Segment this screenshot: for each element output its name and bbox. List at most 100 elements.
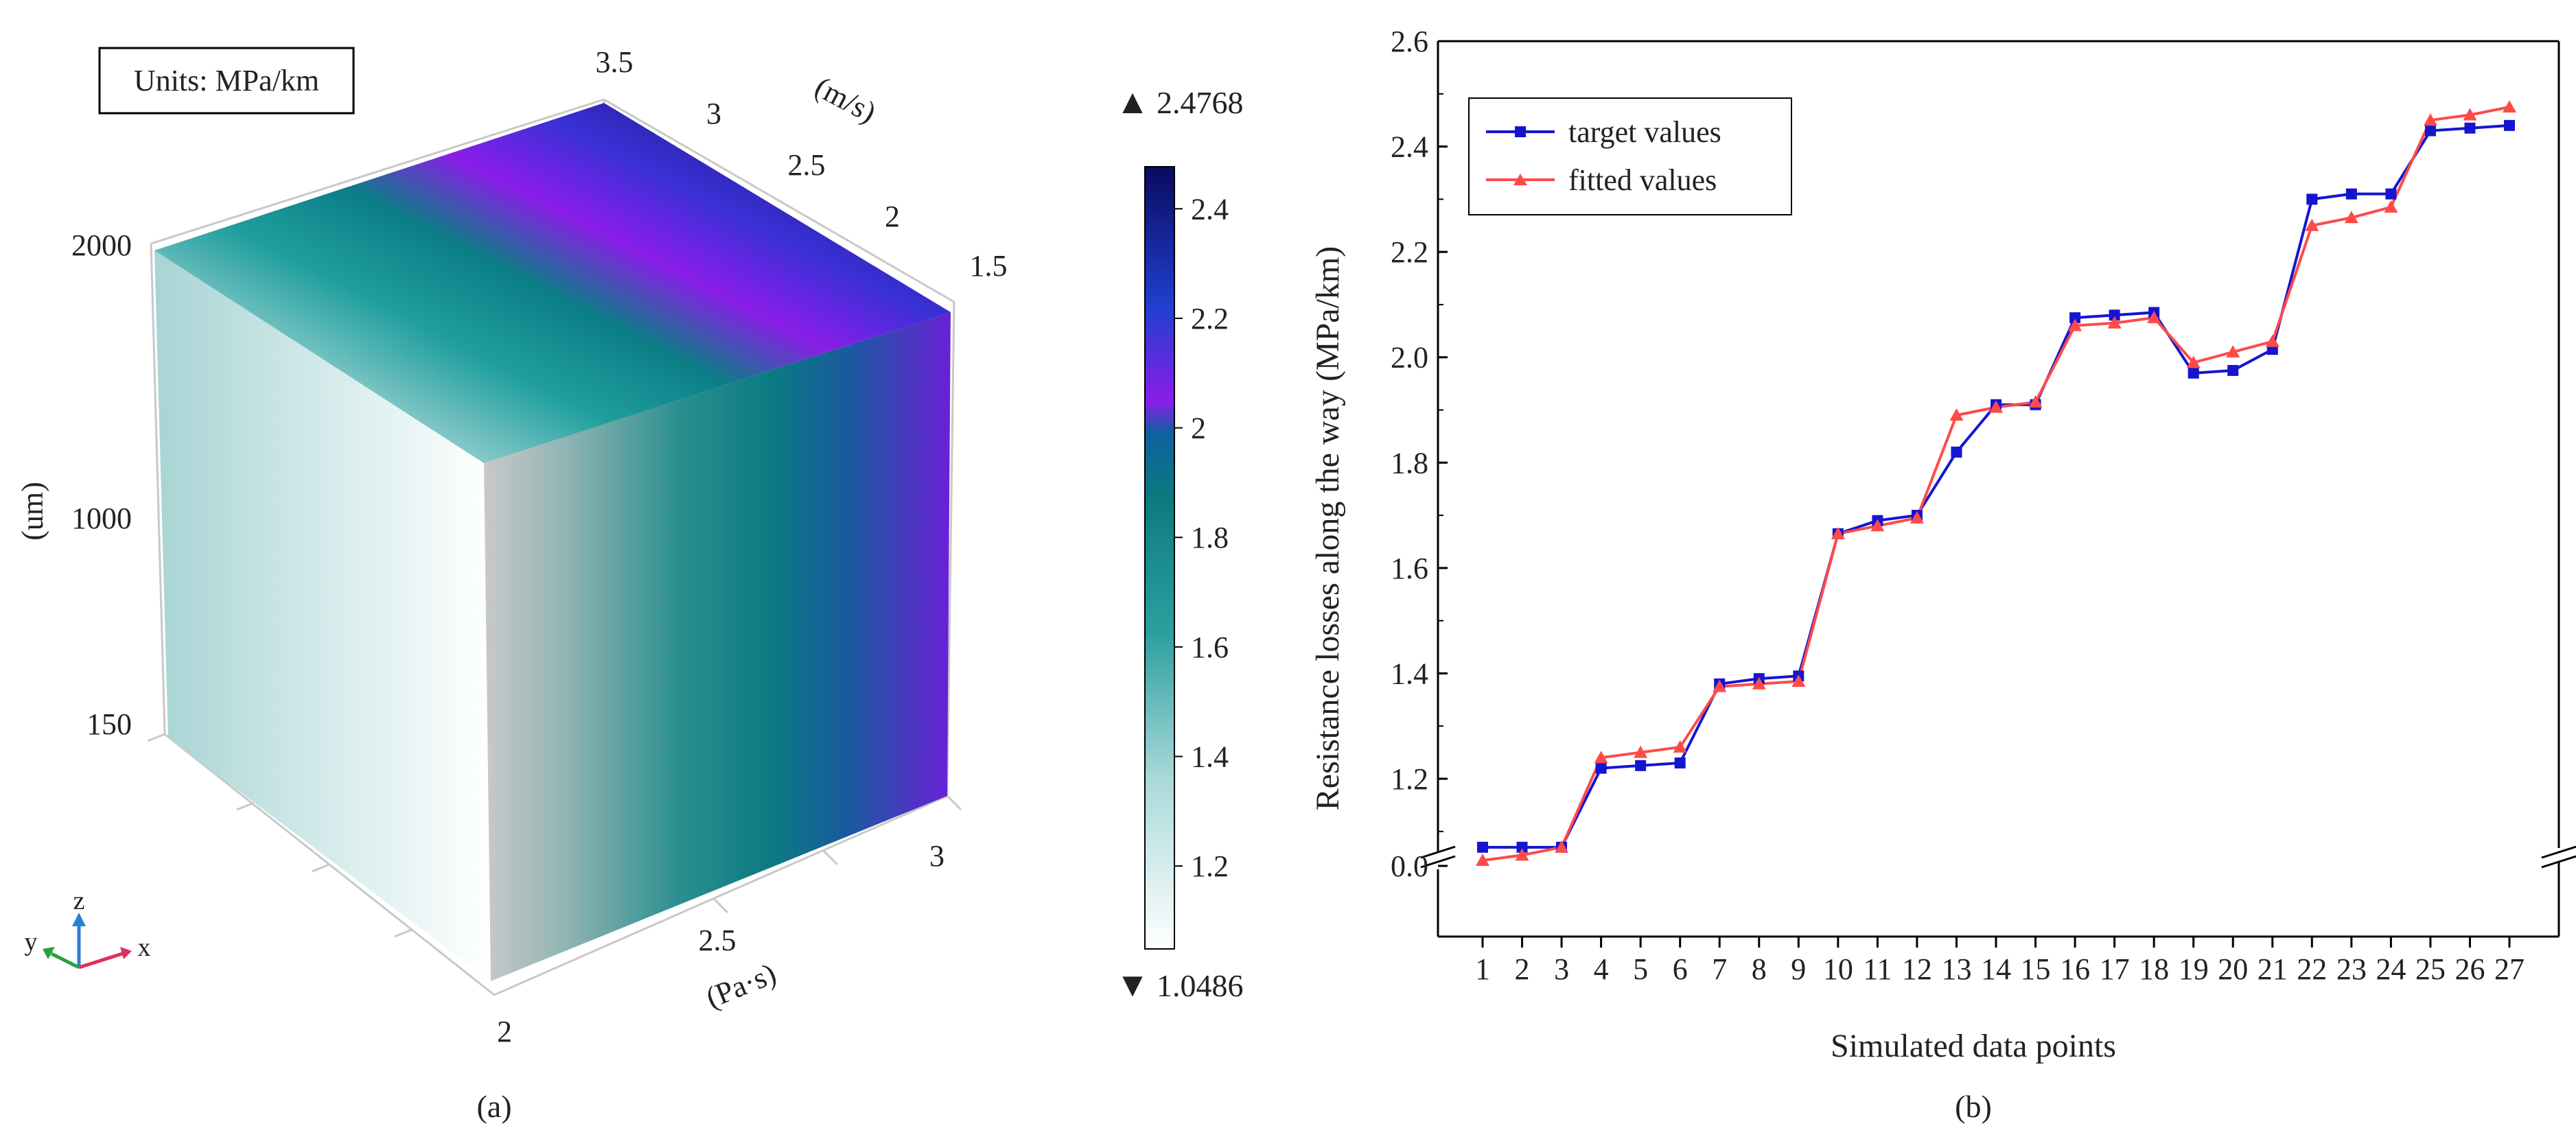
data-point-fitted (2503, 99, 2516, 113)
y-axis-title: Resistance losses along the way (MPa/km) (1310, 246, 1346, 811)
x-tick-label: 8 (1752, 952, 1767, 986)
data-point-fitted (1594, 751, 1608, 764)
x-tick-label: 18 (2139, 952, 2169, 986)
data-point-fitted (1910, 510, 1924, 524)
x-tick-label: 22 (2297, 952, 2327, 986)
data-point-fitted (1752, 677, 1766, 690)
triad-z-arrow-head (72, 913, 86, 926)
data-point-fitted (2423, 113, 2437, 126)
colorbar-ticks: 2.4 2.2 2 1.8 1.6 1.4 1.2 (1174, 192, 1229, 883)
colorbar-tick-label: 1.2 (1191, 849, 1229, 883)
data-point-fitted (1831, 526, 1845, 539)
units-box (98, 47, 355, 115)
data-point-fitted (1949, 408, 1964, 421)
axis-break-mark (1420, 855, 1456, 869)
colorbar-min-marker-icon: ▼ (1115, 965, 1150, 1004)
legend: target values fitted values (1468, 97, 1792, 215)
x-tick-label: 26 (2455, 952, 2485, 986)
data-point-fitted (2107, 316, 2122, 329)
triad-y-label: y (25, 928, 38, 956)
axis-break-mark (2541, 855, 2576, 869)
line-chart: 2.62.42.22.01.81.61.41.20.01 2 3 4 5 6 7 8 9 10 11… (1391, 25, 2576, 986)
x-tick-label: 13 (1941, 952, 1971, 986)
x-tick-label: 7 (1712, 952, 1727, 986)
data-point-target (2306, 193, 2318, 205)
panel-a-caption: (a) (476, 1089, 511, 1124)
z-tick-label: 1000 (71, 502, 132, 535)
triad-y-arrow-head (43, 947, 55, 959)
triad-x-arrow (78, 952, 123, 970)
data-point-target (1516, 841, 1528, 853)
data-point-fitted (1476, 854, 1489, 867)
x-axis-title: Simulated data points (1831, 1028, 2116, 1064)
data-point-target (1674, 757, 1686, 768)
z-tick-label: 150 (86, 707, 132, 741)
data-point-fitted (2305, 218, 2319, 231)
x-tick-label: 4 (1594, 952, 1609, 986)
box-bottom-right-edge (494, 795, 948, 996)
data-point-fitted (2068, 318, 2082, 331)
y-tick-label: 2.5 (788, 148, 826, 182)
data-point-fitted (1791, 674, 1806, 687)
panel-b-caption: (b) (1955, 1089, 1992, 1124)
x-tick-label: 5 (1633, 952, 1648, 986)
axes-triad: z y x (25, 886, 151, 970)
data-point-fitted (1713, 679, 1727, 692)
box-back-right-edge (946, 301, 955, 797)
colorbar-min-label: 1.0486 (1157, 968, 1244, 1003)
x-tick-label: 16 (2060, 952, 2090, 986)
data-point-target (1477, 841, 1488, 853)
legend-label-fitted: fitted values (1568, 163, 1717, 197)
x-tick-label: 2.5 (699, 924, 736, 957)
x-tick-label: 25 (2415, 952, 2446, 986)
x-tick-label: 12 (1902, 952, 1932, 986)
data-point-target (1951, 446, 1962, 458)
y-tick-label: 2.4 (1391, 130, 1428, 164)
x-tick-label: 6 (1673, 952, 1688, 986)
data-point-fitted (2463, 108, 2477, 121)
x-tick-label: 10 (1823, 952, 1853, 986)
x-tick-label: 23 (2336, 952, 2367, 986)
x-tick-label: 27 (2494, 952, 2525, 986)
legend-marker-fitted (1513, 174, 1527, 185)
panel-b: 2.62.42.22.01.81.61.41.20.01 2 3 4 5 6 7 8 9 10 11… (1310, 25, 2576, 1124)
x-tick-label: 1 (1475, 952, 1490, 986)
legend-label-target: target values (1568, 115, 1721, 149)
data-point-target (2345, 188, 2357, 200)
cube-side-face (484, 312, 951, 981)
units-label: Units: MPa/km (134, 64, 319, 97)
x-tick-label: 15 (2021, 952, 2051, 986)
data-point-fitted (1555, 840, 1569, 853)
x-tick-label: 20 (2218, 952, 2248, 986)
data-point-target (2385, 188, 2397, 200)
triad-z-label: z (73, 886, 85, 915)
axis-break-mark (2541, 845, 2576, 859)
data-point-fitted (2028, 395, 2043, 408)
x-tick-label: 24 (2376, 952, 2406, 986)
data-point-fitted (1673, 740, 1687, 753)
legend-marker-target (1515, 126, 1526, 137)
x-tick-label: 14 (1981, 952, 2011, 986)
colorbar-tick-label: 1.6 (1191, 631, 1229, 664)
colorbar-tick-label: 2.4 (1191, 192, 1229, 226)
y-tick-label: 1.4 (1391, 657, 1428, 690)
data-point-target (2464, 122, 2476, 134)
data-point-target (2109, 309, 2120, 321)
triad-x-arrow-head (120, 947, 132, 959)
cube-top-face (154, 103, 951, 463)
data-point-fitted (1989, 400, 2003, 413)
data-point-target (2227, 364, 2239, 376)
triad-x-label: x (138, 933, 151, 962)
z-axis-label: (um) (16, 482, 49, 541)
data-point-target (2188, 367, 2199, 379)
data-point-fitted (2384, 200, 2398, 213)
y-tick-label: 1.6 (1391, 552, 1428, 585)
colorbar-max-marker-icon: ▲ (1115, 82, 1150, 121)
y-tick-label: 0.0 (1391, 849, 1428, 883)
data-point-fitted (1515, 848, 1529, 861)
y-tick-label: 3 (706, 97, 721, 130)
data-point-fitted (2186, 355, 2201, 368)
x-tick-label: 3 (929, 839, 944, 873)
data-point-fitted (2226, 345, 2240, 358)
cube-front-face (154, 250, 491, 981)
